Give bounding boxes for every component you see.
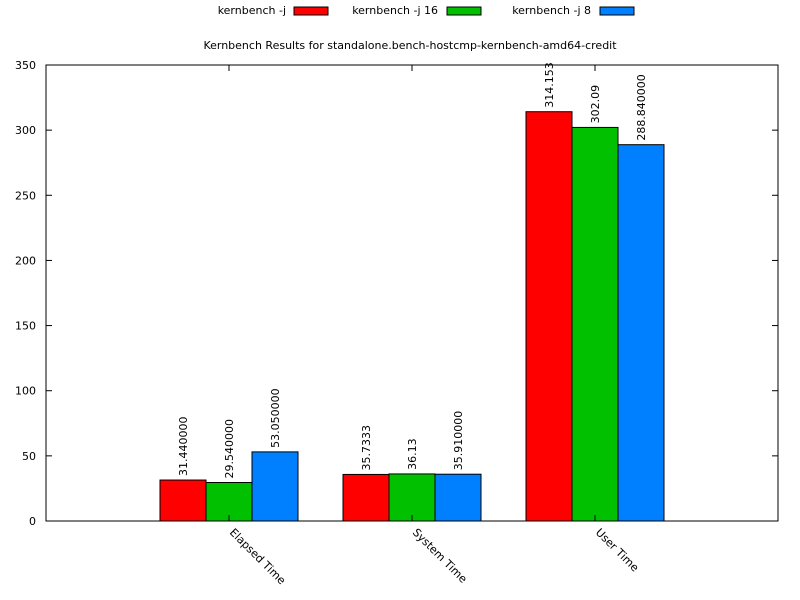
y-tick-label: 150	[15, 320, 36, 333]
x-tick-label: System Time	[410, 526, 470, 586]
legend-label-series-2: kernbench -j 16	[352, 4, 438, 17]
legend-swatch-series-1	[293, 6, 329, 16]
x-tick-label: User Time	[593, 526, 642, 575]
bar	[388, 473, 436, 522]
legend-swatch-series-2	[446, 6, 482, 16]
bar-value-labels: 31.440000 29.540000 53.050000 35.7333 36.13 3…	[177, 62, 648, 478]
bar	[525, 111, 573, 522]
y-tick-label: 0	[29, 515, 36, 528]
bar-value-label: 31.440000	[177, 417, 190, 477]
bar-value-label: 29.540000	[223, 419, 236, 479]
bar-value-label: 302.09	[589, 85, 602, 124]
bar	[342, 473, 390, 522]
x-tick-label: Elapsed Time	[227, 526, 288, 587]
bar	[251, 451, 299, 522]
bar-value-label: 288.840000	[635, 74, 648, 140]
y-tick-label: 300	[15, 124, 36, 137]
bar-value-label: 314.153	[543, 62, 556, 108]
y-tick-label: 50	[22, 450, 36, 463]
bar-value-label: 35.910000	[452, 411, 465, 471]
y-tick-label: 200	[15, 254, 36, 267]
bar-value-label: 35.7333	[360, 425, 373, 471]
bar	[617, 144, 665, 522]
bar-value-label: 53.050000	[269, 388, 282, 448]
y-tick-label: 250	[15, 189, 36, 202]
bar	[159, 479, 207, 522]
bar-value-label: 36.13	[406, 438, 419, 470]
y-tick-label: 100	[15, 385, 36, 398]
bar	[205, 482, 253, 522]
chart-title: Kernbench Results for standalone.bench-h…	[203, 39, 617, 52]
y-tick-label: 350	[15, 59, 36, 72]
plot-frame	[45, 64, 779, 522]
bar	[434, 473, 482, 522]
legend: kernbench -j kernbench -j 16 kernbench -…	[218, 4, 635, 17]
legend-label-series-1: kernbench -j	[218, 4, 286, 17]
legend-label-series-3: kernbench -j 8	[512, 4, 591, 17]
bar	[571, 126, 619, 522]
y-axis: 0 50 100 150 200 250 300 350	[15, 59, 778, 528]
legend-swatch-series-3	[599, 6, 635, 16]
